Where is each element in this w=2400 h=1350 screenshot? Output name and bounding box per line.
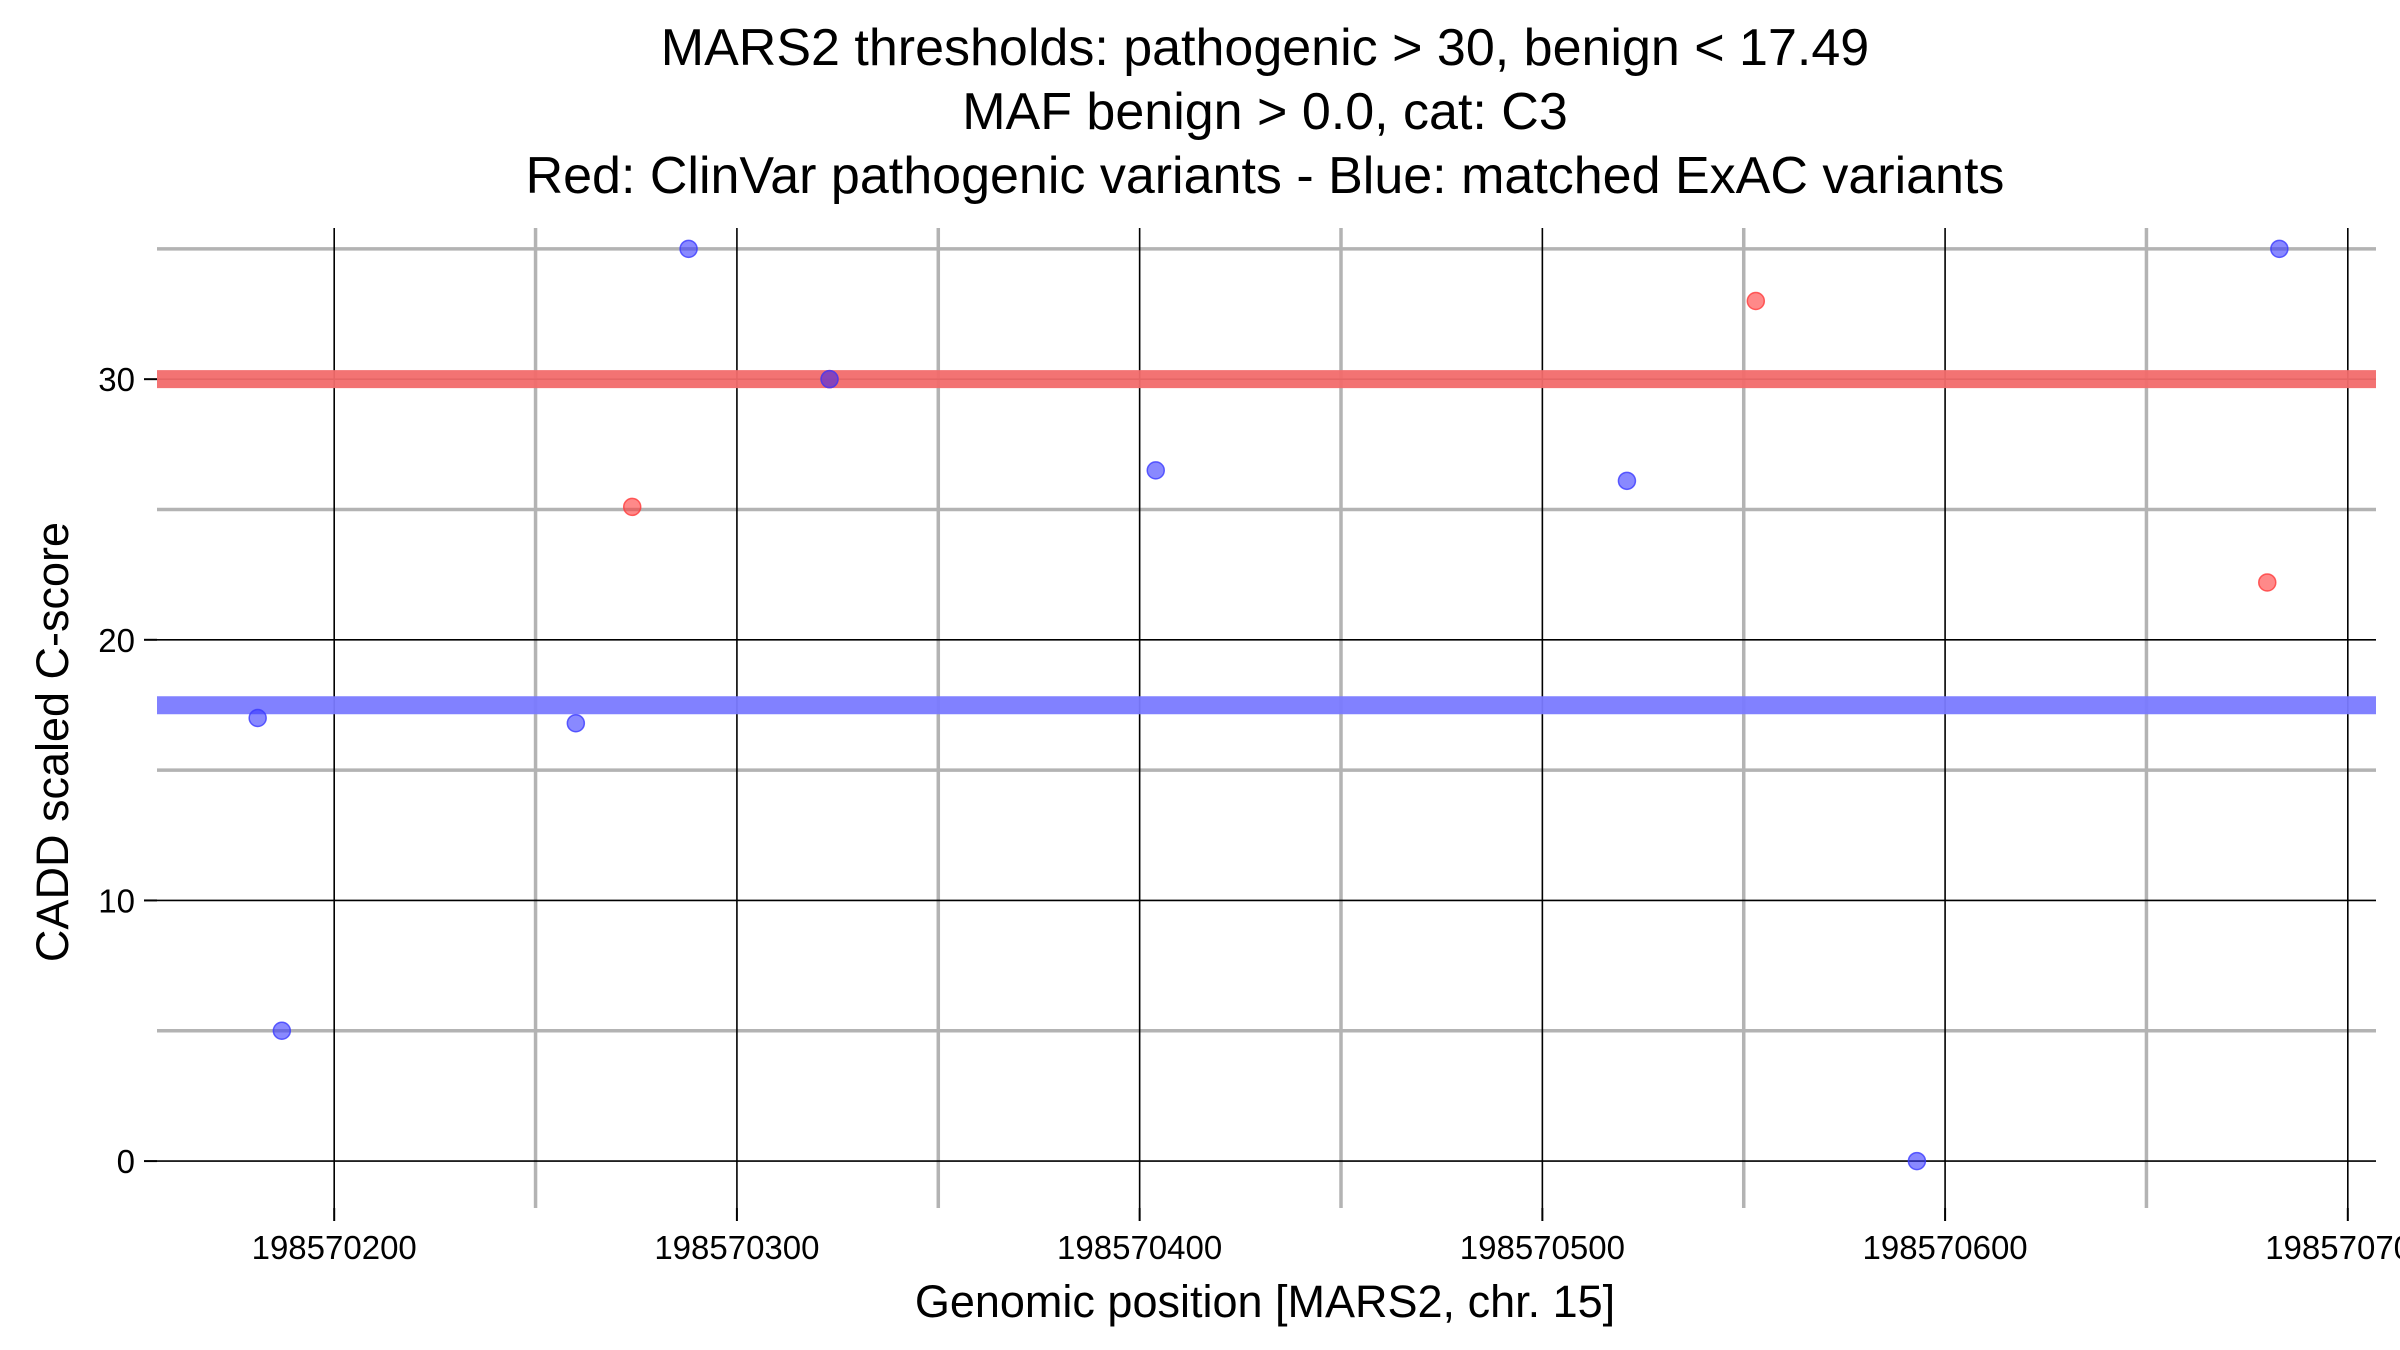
- x-tick-label: 198570600: [1862, 1229, 2027, 1266]
- minor-grid: [157, 228, 2376, 1208]
- data-point: [566, 713, 586, 733]
- y-tick-label: 20: [98, 622, 135, 659]
- data-point: [1146, 461, 1166, 480]
- x-tick-label: 198570200: [252, 1229, 417, 1266]
- data-points: [248, 239, 2289, 1171]
- data-point: [1907, 1151, 1927, 1171]
- y-axis-label: CADD scaled C-score: [27, 522, 78, 962]
- data-point: [622, 497, 642, 517]
- y-tick-label: 30: [98, 361, 135, 398]
- data-point: [1746, 291, 1766, 311]
- x-tick-label: 198570400: [1057, 1229, 1222, 1266]
- chart-title-line-2: MAF benign > 0.0, cat: C3: [962, 83, 1568, 141]
- data-point: [679, 239, 698, 259]
- y-tick-label: 10: [98, 882, 135, 919]
- data-point: [272, 1021, 292, 1041]
- threshold-lines: [157, 370, 2376, 715]
- chart-title-line-3: Red: ClinVar pathogenic variants - Blue:…: [526, 147, 2005, 205]
- axis-ticks: 0 10 20 30 198570200 198570300 198570400 198570…: [98, 361, 2400, 1266]
- x-tick-label: 198570700: [2265, 1229, 2400, 1266]
- chart-title-line-1: MARS2 thresholds: pathogenic > 30, benig…: [661, 19, 1869, 77]
- x-tick-label: 198570500: [1460, 1229, 1625, 1266]
- data-point: [2258, 573, 2277, 592]
- y-tick-label: 0: [117, 1143, 135, 1180]
- data-point: [248, 708, 267, 728]
- data-point: [820, 369, 839, 389]
- x-axis-label: Genomic position [MARS2, chr. 15]: [915, 1276, 1615, 1327]
- x-tick-label: 198570300: [654, 1229, 819, 1266]
- data-point: [1617, 471, 1637, 491]
- data-point: [2270, 239, 2289, 259]
